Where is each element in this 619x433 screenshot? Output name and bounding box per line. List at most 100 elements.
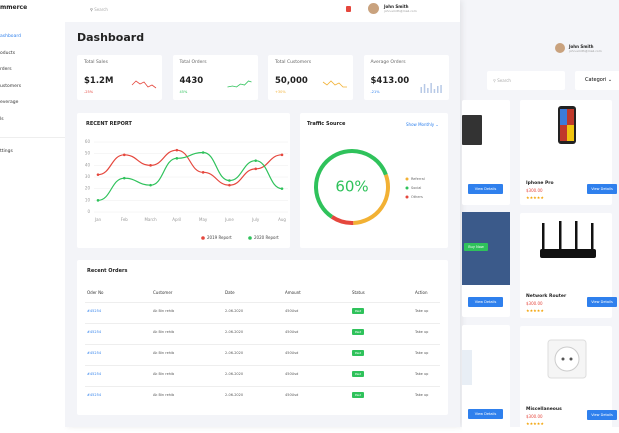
user-email: john.smith@mail.com [384,9,417,13]
cell: 450Usd [285,309,299,313]
x-tick-label: April [172,217,181,222]
sparkline [227,80,252,88]
stat-card: Total Orders 4430 45% [172,55,258,100]
left-button[interactable]: View Details [468,409,503,419]
product-name: Iphone Pro [526,181,554,186]
product-name: Network Router [526,294,567,299]
menu-item[interactable]: everage [0,100,19,105]
shop-search[interactable]: ⚲ Search [487,71,565,90]
legend-label: Social [411,186,421,190]
shop-user-name: John Smith [569,44,594,49]
category-select[interactable]: Categori ⌄ [575,71,619,90]
column-header: Date [225,290,235,295]
y-tick-label: 10 [85,197,91,202]
user-name: John Smith [384,4,409,9]
legend-dot [405,186,409,190]
y-tick-label: 20 [85,186,91,191]
view-button[interactable]: View Details [587,184,617,194]
view-button[interactable]: View Details [587,297,617,307]
column-header: Amount [285,290,301,295]
orders-title: Recent Orders [87,268,128,274]
stat-change: 45% [179,90,188,94]
legend-label: Others [411,195,423,199]
point [201,151,205,154]
cell[interactable]: Take up [415,309,429,313]
status-badge: Paid [352,392,365,398]
search[interactable]: ⚲ Search [90,7,108,12]
cell[interactable]: Take up [415,372,429,376]
donut-segment [314,149,388,219]
line-series [97,151,283,201]
cell: 2-06-2020 [225,351,244,355]
column-header: Status [352,290,365,295]
point [96,199,100,202]
donut-segment [353,174,390,225]
stat-change: -25% [84,90,94,94]
point [122,176,126,180]
shop-user-email: john.smith@mail.com [569,49,602,53]
row-divider [85,323,440,324]
point [280,187,284,190]
shop-avatar[interactable] [555,43,565,53]
point [175,157,179,160]
menu-item[interactable]: ustomers [0,83,22,89]
column-header: Customer [153,290,173,295]
cell[interactable]: Take up [415,393,429,397]
cell[interactable]: Take up [415,330,429,334]
x-tick-label: Aug [278,217,286,222]
product-rating: ★★★★★ [526,195,544,200]
avatar[interactable] [368,3,379,14]
x-tick-label: June [224,217,234,222]
view-button[interactable]: View Details [587,410,617,420]
cell: #45254 [87,309,102,313]
cell: 2-06-2020 [225,372,244,376]
product-rating: ★★★★★ [526,421,544,426]
logo: mmerce [0,4,28,11]
legend-dot [248,236,252,240]
x-tick-label: July [251,217,260,222]
menu-item[interactable]: oducts [0,50,16,56]
y-tick-label: 0 [87,209,90,214]
status-badge: Paid [352,329,365,335]
point [96,173,100,176]
orders-card: Recent Orders Oder No Customer Date Amount S… [77,260,448,415]
legend-dot [405,195,409,199]
x-tick-label: March [144,217,157,222]
cell: Ak Bin rehib [153,372,175,376]
status-badge: Paid [352,371,365,377]
menu-item[interactable]: ashboard [0,34,21,39]
stat-change: -21% [370,90,380,94]
product-image [540,221,596,258]
traffic-filter[interactable]: Show Monthly ⌄ [406,122,439,127]
legend-dot [405,177,409,181]
cell[interactable]: Take up [415,351,429,355]
donut-segment [330,215,354,225]
monitor-image [462,115,482,145]
cell: 450Usd [285,351,299,355]
product-image [547,339,587,379]
left-button[interactable]: View Details [468,297,503,307]
stat-card: Total Customers 50,000 +30% [268,55,353,100]
sparkline [131,80,157,89]
y-tick-label: 50 [85,151,91,156]
product-image [462,350,472,385]
column-header: Action [415,290,428,295]
stat-value: $413.00 [370,76,410,86]
menu-item[interactable]: rders [0,67,12,72]
left-button[interactable]: View Details [468,184,503,194]
notification-icon[interactable] [346,6,351,12]
legend-label: 2020 Report [254,235,279,240]
menu-item[interactable]: ttings [0,149,13,154]
status-badge: Paid [352,308,365,314]
point [149,183,152,187]
point [280,153,284,157]
cell: Ak Bin rehib [153,309,175,313]
mini-bar [420,87,422,93]
point [201,171,205,174]
sidebar: mmerce ashboard oducts rders ustomers everag… [0,0,65,427]
mini-bar [433,89,436,93]
left-button[interactable]: Buy Now [464,243,488,251]
product-card: Miscellaneous $300.00 ★★★★★ View Details [520,326,617,433]
menu-item[interactable]: ls [0,116,4,122]
